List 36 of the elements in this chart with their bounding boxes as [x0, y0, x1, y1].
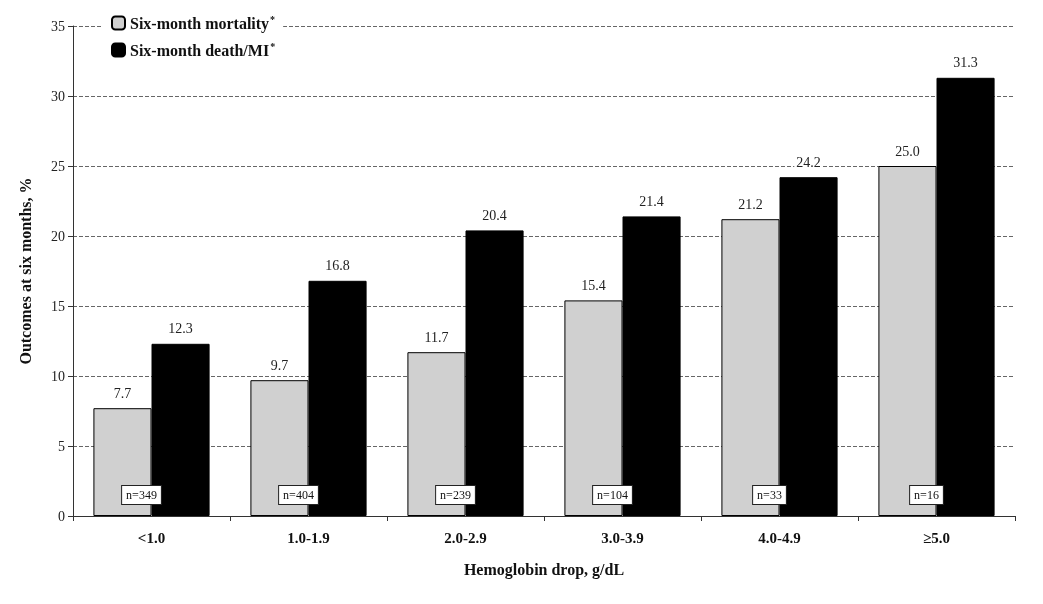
x-tick-label: 2.0-2.9: [444, 529, 487, 546]
x-axis-title: Hemoglobin drop, g/dL: [463, 560, 625, 579]
y-tick-label: 10: [51, 368, 65, 384]
y-tick-label: 0: [58, 508, 65, 524]
y-tick-label: 15: [51, 298, 65, 314]
data-label: 11.7: [424, 329, 449, 345]
data-label: 9.7: [270, 357, 289, 373]
data-label: 21.4: [639, 193, 664, 209]
x-tick-label: 4.0-4.9: [758, 529, 801, 546]
legend-label: Six-month mortality*: [130, 13, 276, 33]
y-tick-label: 30: [51, 88, 65, 104]
data-label: 24.2: [796, 154, 821, 170]
x-tick-label: 1.0-1.9: [287, 529, 330, 546]
x-tick-label: 3.0-3.9: [601, 529, 644, 546]
annotation: n=239: [440, 488, 471, 502]
data-label: 7.7: [113, 385, 132, 401]
x-tick-label: ≥5.0: [923, 529, 950, 546]
data-label: 20.4: [482, 207, 507, 223]
data-label: 21.2: [738, 196, 763, 212]
y-tick-label: 5: [58, 438, 65, 454]
annotation: n=16: [914, 488, 939, 502]
data-label: 12.3: [168, 321, 193, 337]
data-label: 15.4: [581, 277, 606, 293]
y-axis-title: Outcomes at six months, %: [16, 177, 34, 365]
data-label: 31.3: [953, 55, 978, 71]
data-label: 25.0: [895, 143, 920, 159]
y-tick-label: 20: [51, 228, 65, 244]
x-tick-label: <1.0: [137, 529, 166, 546]
annotation: n=349: [126, 488, 157, 502]
annotation: n=33: [757, 488, 782, 502]
annotation: n=404: [283, 488, 314, 502]
data-label: 16.8: [325, 258, 350, 274]
legend-label: Six-month death/MI*: [130, 40, 276, 59]
annotation: n=104: [597, 488, 628, 502]
y-tick-label: 25: [51, 158, 65, 174]
y-tick-label: 35: [51, 18, 65, 34]
